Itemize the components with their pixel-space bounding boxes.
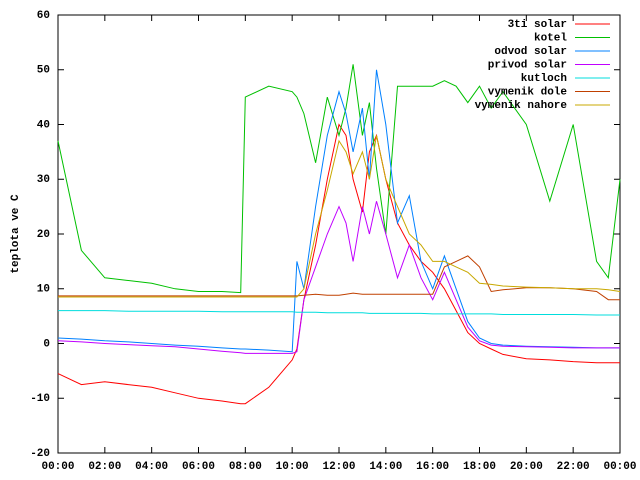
legend-label: kutloch [521, 73, 567, 85]
x-tick-label: 10:00 [276, 461, 309, 473]
legend-label: kotel [534, 32, 567, 44]
x-tick-label: 18:00 [463, 461, 496, 473]
x-tick-label: 20:00 [510, 461, 543, 473]
plot-border [57, 14, 621, 454]
series-line [57, 69, 620, 353]
x-tick-label: 06:00 [182, 461, 215, 473]
x-tick-label: 04:00 [135, 461, 168, 473]
x-tick-label: 12:00 [322, 461, 355, 473]
legend-label: 3ti solar [508, 19, 567, 31]
x-tick-label: 16:00 [416, 461, 449, 473]
y-axis-label: teplota ve C [10, 194, 22, 274]
y-tick-label: 30 [37, 174, 50, 186]
x-tick-label: 22:00 [557, 461, 590, 473]
y-tick-label: 20 [37, 229, 50, 241]
series-line [57, 64, 621, 294]
y-tick-label: -20 [30, 448, 50, 460]
y-tick-label: 0 [43, 338, 50, 350]
legend-label: odvod solar [494, 46, 567, 58]
x-tick-label: 08:00 [229, 461, 262, 473]
x-tick-label: 14:00 [369, 461, 402, 473]
y-tick-label: 50 [37, 65, 50, 77]
y-tick-label: 40 [37, 119, 50, 131]
series-line [58, 135, 621, 298]
y-tick-label: -10 [30, 393, 50, 405]
series-line [57, 201, 620, 354]
y-tick-label: 10 [37, 284, 50, 296]
series-line [58, 310, 620, 316]
series-line [58, 255, 620, 301]
legend-label: privod solar [488, 59, 567, 71]
x-tick-label: 00:00 [41, 461, 74, 473]
x-tick-label: 02:00 [88, 461, 121, 473]
series-line [57, 123, 620, 405]
y-tick-label: 60 [37, 10, 50, 22]
legend-label: vymenik dole [488, 86, 568, 98]
legend-label: vymenik nahore [475, 100, 568, 112]
x-tick-label: 00:00 [603, 461, 636, 473]
